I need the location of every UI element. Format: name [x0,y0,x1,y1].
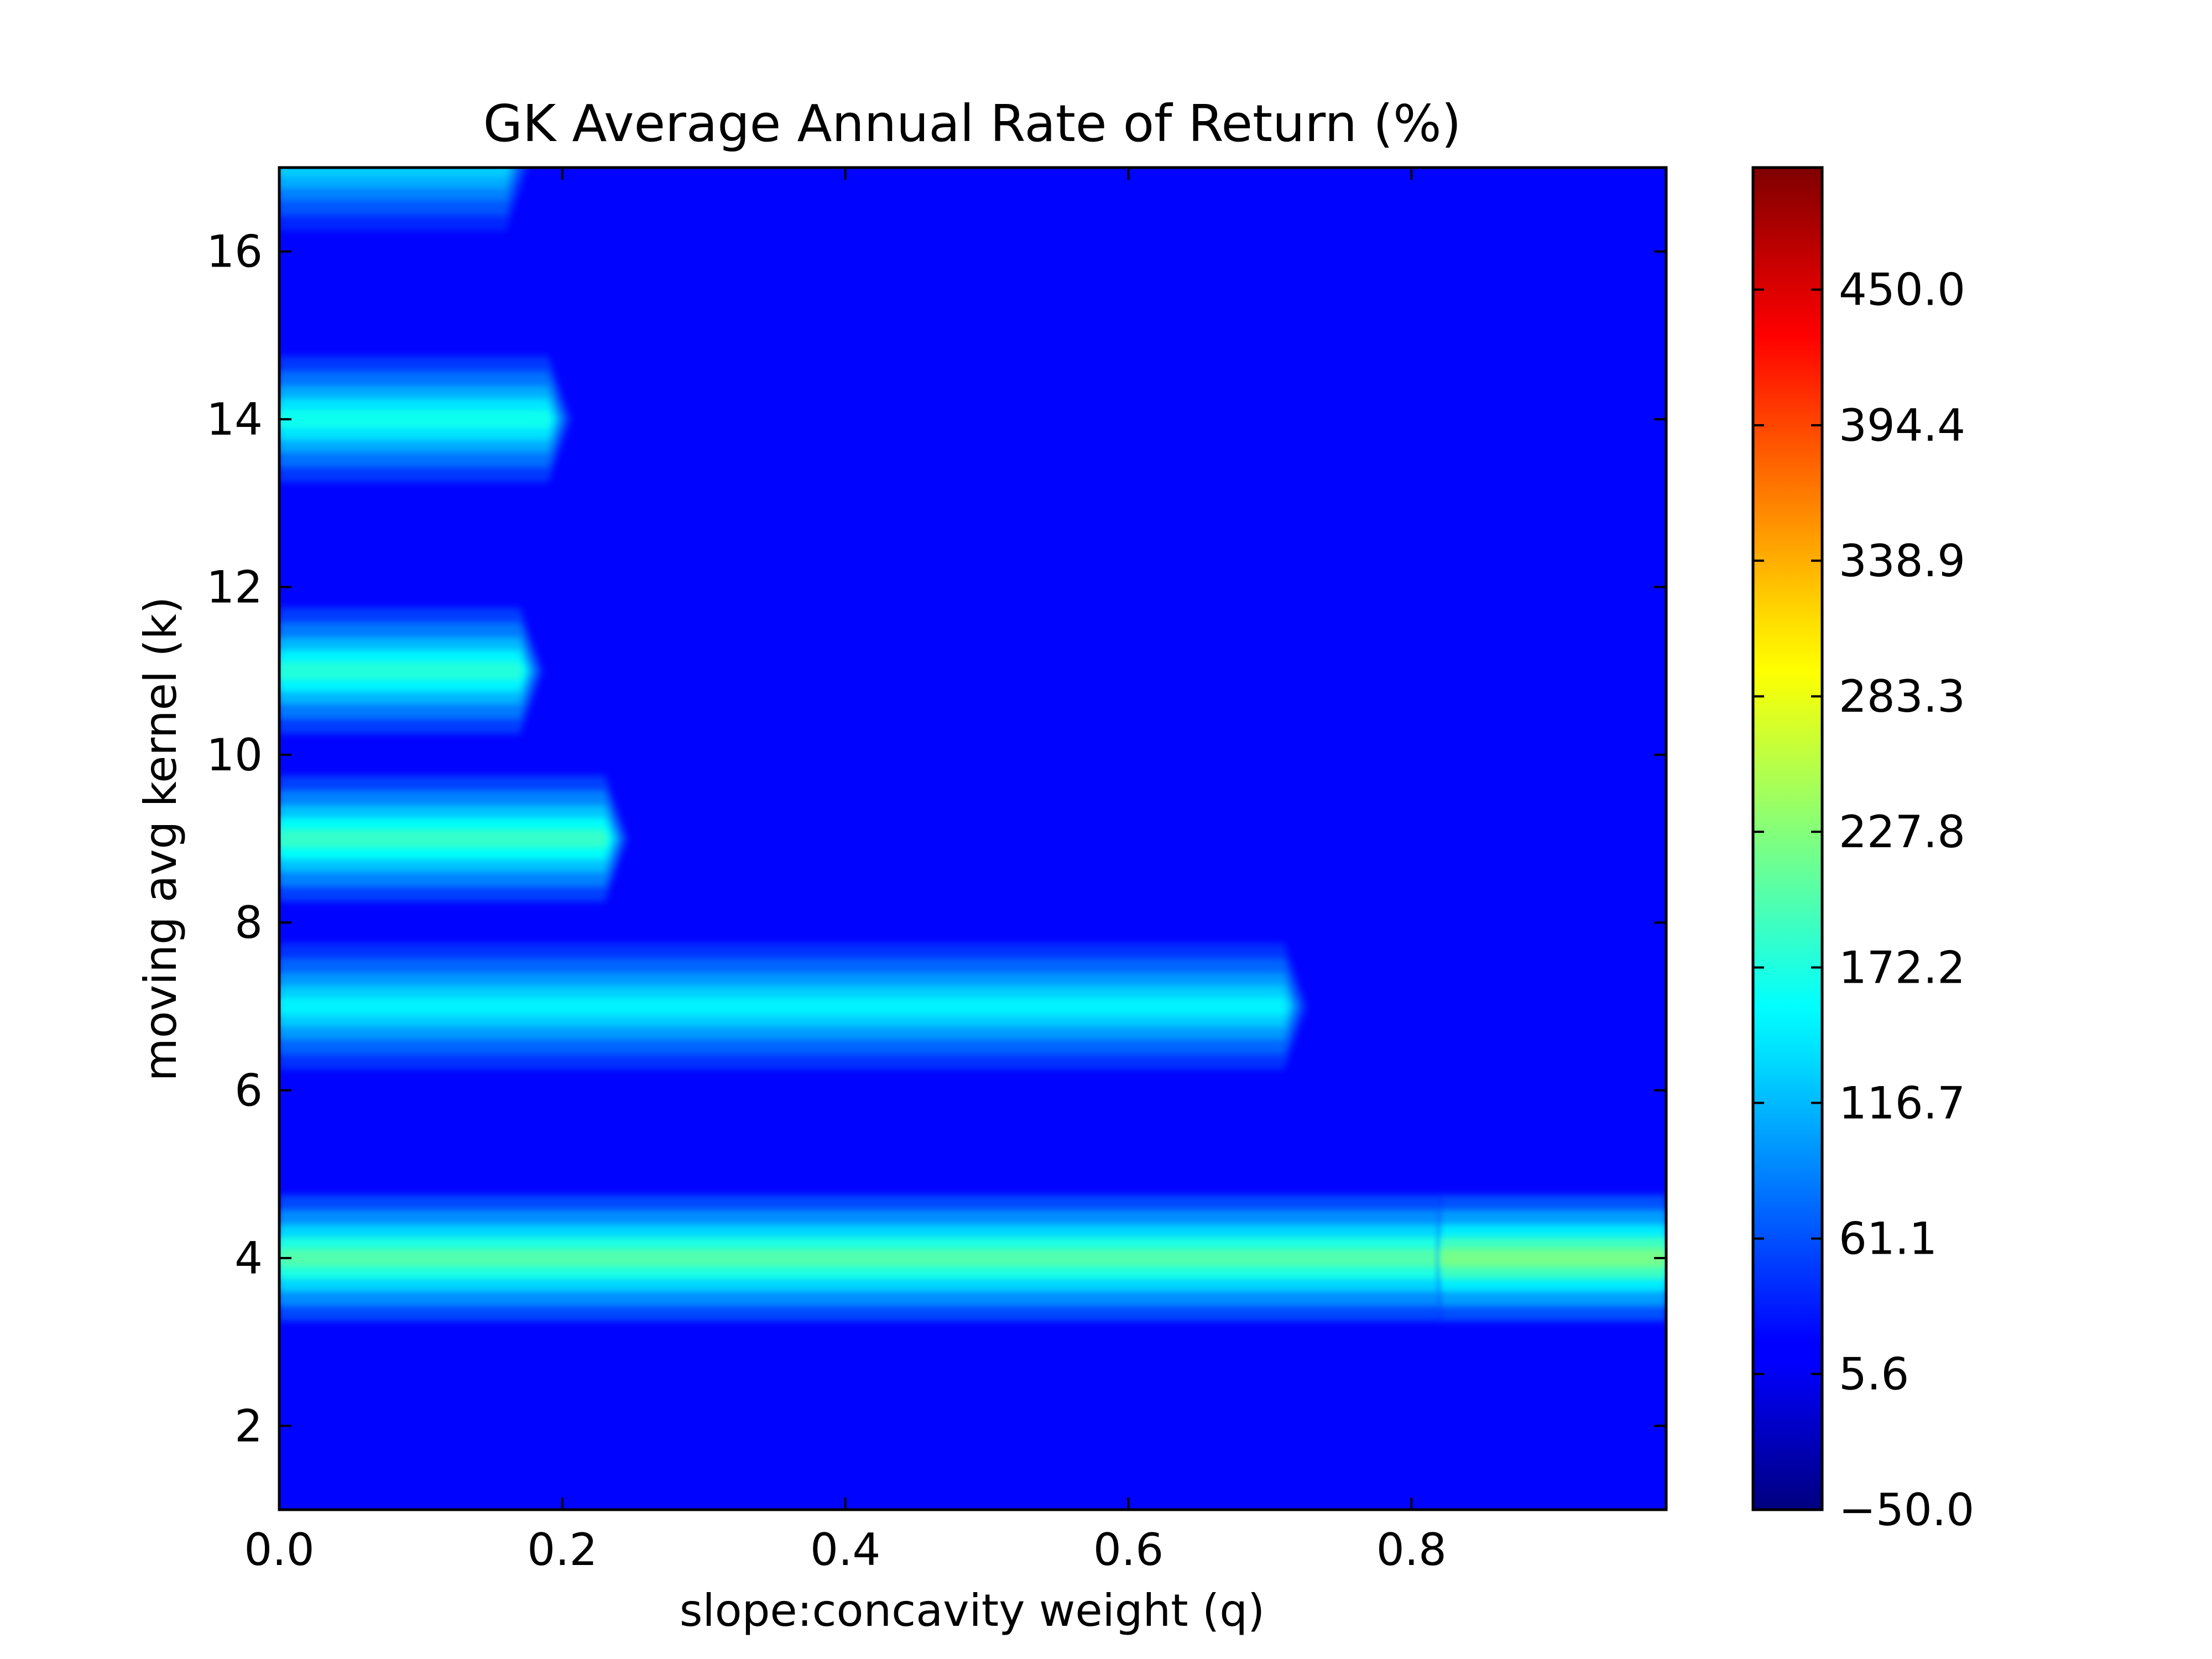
colorbar-tick-label: 227.8 [1839,806,1965,858]
colorbar-frame [1751,166,1824,1511]
x-axis-label: slope:concavity weight (q) [680,1585,1265,1636]
heatmap-band [279,168,509,177]
x-tick-label: 0.2 [527,1524,597,1575]
colorbar-tick-label: 5.6 [1839,1349,1909,1400]
heatmap-band [279,410,552,429]
y-tick-label: 8 [234,897,263,948]
heatmap-bands [279,168,1666,1321]
heatmap-band [1439,1249,1666,1267]
heatmap-band [279,829,608,848]
colorbar-ticks: −50.0 5.6 61.1 116.7 172.2 227.8 283.3 338.9 394… [1753,264,1974,1536]
y-tick-label: 4 [234,1233,263,1284]
y-tick-label: 10 [206,729,263,781]
y-axis-label: moving avg kernel (k) [135,597,186,1081]
colorbar-tick-label: 394.4 [1839,400,1965,451]
y-tick-label: 12 [206,561,263,613]
y-tick-label: 6 [234,1065,263,1117]
colorbar-tick-label: 61.1 [1839,1213,1937,1265]
heatmap-band [279,997,1288,1016]
chart-title: GK Average Annual Rate of Return (%) [483,94,1462,153]
y-axis: 2 4 6 8 10 12 14 16 [206,226,1666,1452]
colorbar-tick-label: 338.9 [1839,535,1965,587]
x-axis: 0.0 0.2 0.4 0.6 0.8 [244,168,1447,1575]
x-tick-label: 0.0 [244,1524,314,1575]
y-tick-label: 14 [206,394,263,445]
x-tick-label: 0.4 [810,1524,880,1575]
colorbar-tick-label: 172.2 [1839,942,1965,993]
colorbar-tick-label: 116.7 [1839,1077,1965,1129]
x-tick-label: 0.8 [1376,1524,1447,1575]
heatmap-band [279,1249,1443,1267]
heatmap-band [279,661,524,680]
y-tick-label: 2 [234,1400,263,1452]
y-tick-label: 16 [206,226,263,278]
colorbar-tick-label: 283.3 [1839,671,1965,722]
colorbar: −50.0 5.6 61.1 116.7 172.2 227.8 283.3 338.9 394… [1751,166,1974,1536]
colorbar-gradient [1753,168,1822,1510]
x-tick-label: 0.6 [1093,1524,1164,1575]
plot-area [279,168,1666,1510]
colorbar-tick-label: 450.0 [1839,264,1965,316]
colorbar-tick-label: −50.0 [1839,1484,1974,1536]
plot-frame [278,166,1668,1511]
